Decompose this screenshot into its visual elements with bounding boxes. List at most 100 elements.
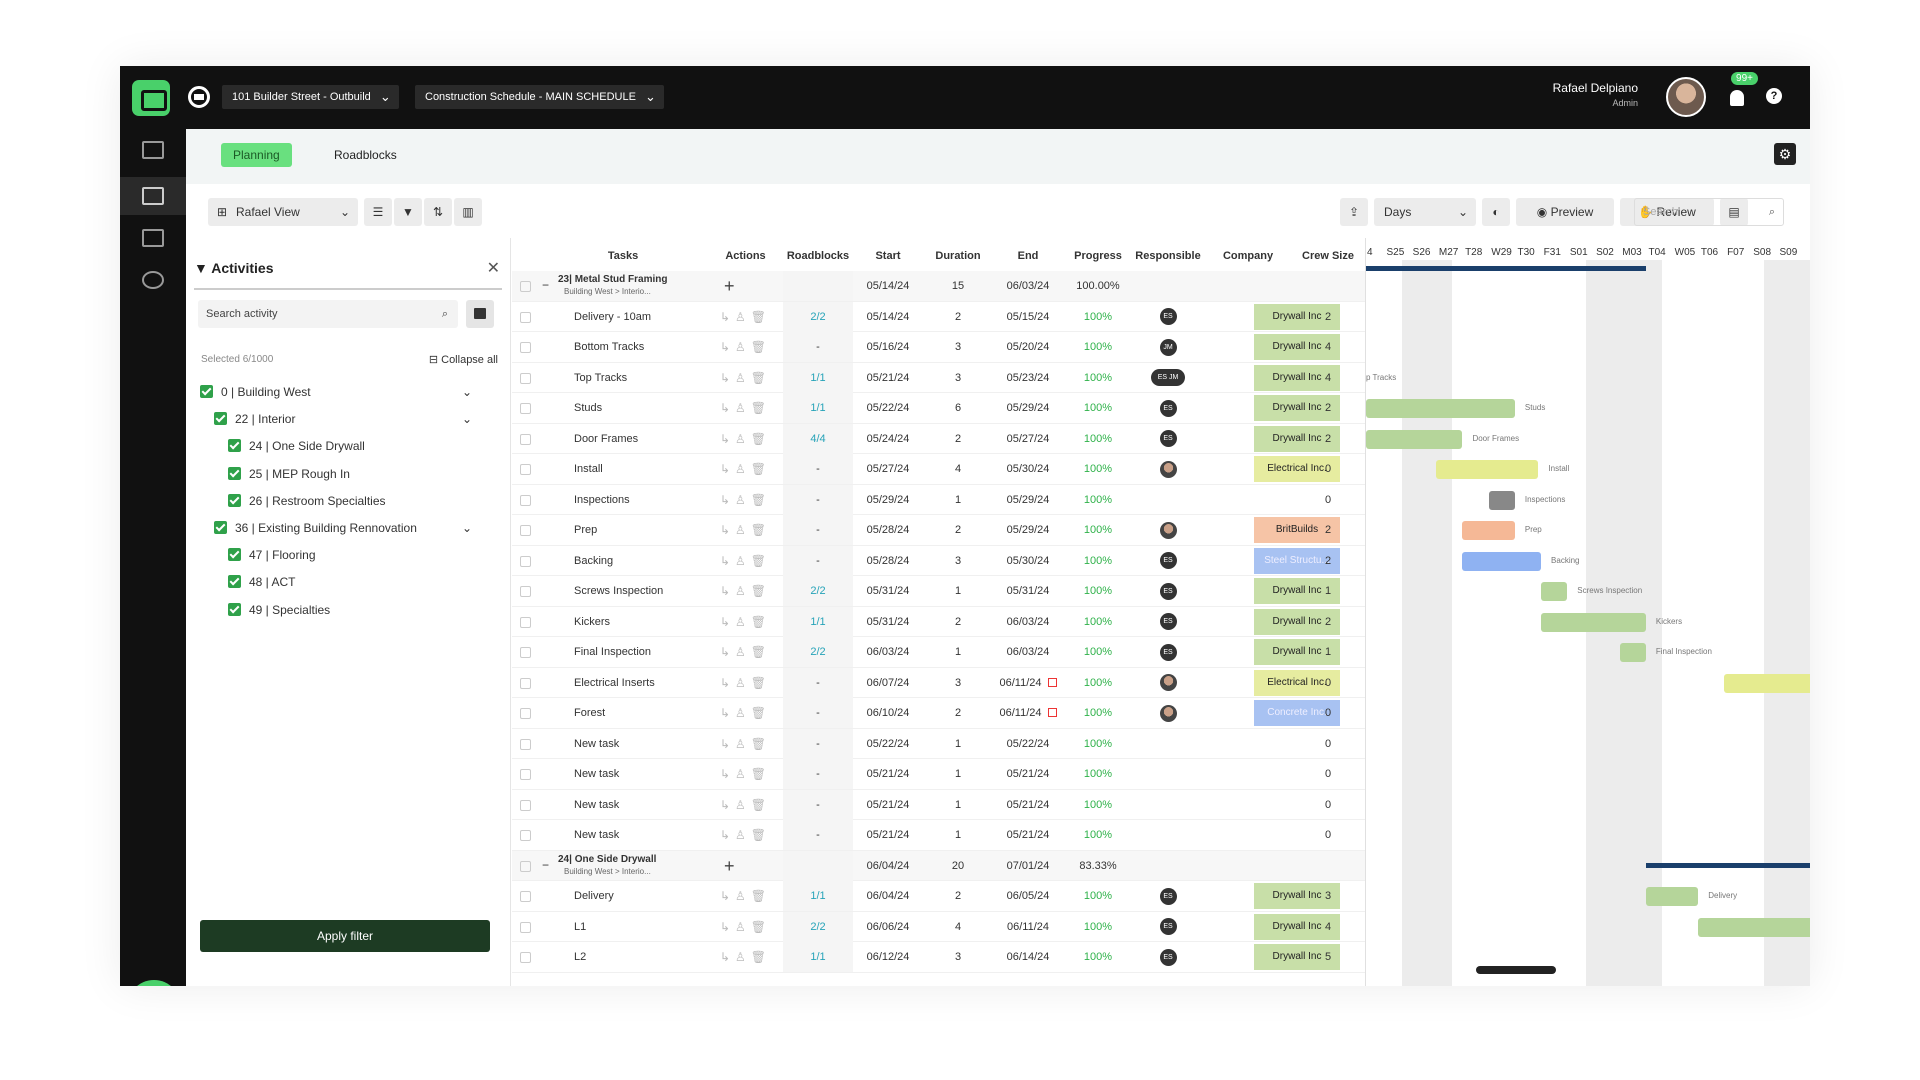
assign-icon[interactable]: ♙: [735, 675, 751, 690]
crew-size[interactable]: 0: [1324, 463, 1332, 475]
link-icon[interactable]: ↳: [719, 401, 736, 415]
collapse-all-button[interactable]: ⊟ Collapse all: [429, 353, 498, 366]
end-date[interactable]: 05/29/24: [993, 515, 1063, 545]
progress[interactable]: 100%: [1083, 371, 1113, 384]
trash-icon[interactable]: 🗑: [750, 675, 772, 690]
add-task-icon[interactable]: +: [724, 855, 735, 876]
table-row[interactable]: Backing ↳♙🗑 -05/28/24 3 05/30/24 100% ES Steel …: [512, 545, 1365, 576]
trash-icon[interactable]: 🗑: [750, 919, 772, 934]
row-checkbox[interactable]: [520, 952, 531, 963]
responsible[interactable]: ES: [1133, 546, 1203, 576]
crew-size[interactable]: 2: [1324, 402, 1332, 414]
row-checkbox[interactable]: [520, 311, 531, 323]
gear-icon[interactable]: ⚙: [1774, 143, 1796, 165]
roadblocks-cell[interactable]: 2/2: [783, 576, 853, 606]
collapse-group-icon[interactable]: −: [542, 857, 550, 872]
end-date[interactable]: 05/27/24: [993, 424, 1063, 454]
tree-item[interactable]: 36 | Existing Building Rennovation ⌄: [214, 519, 486, 537]
progress[interactable]: 100%: [1083, 585, 1113, 597]
crew-size[interactable]: 2: [1324, 432, 1332, 445]
progress[interactable]: 100%: [1083, 615, 1113, 628]
progress[interactable]: 100%: [1083, 798, 1113, 811]
progress[interactable]: 100%: [1083, 768, 1113, 780]
crew-size[interactable]: 0: [1324, 768, 1332, 780]
table-row[interactable]: L1 ↳♙🗑 2/2 06/06/24 4 06/11/24 100% ES Drywall I…: [512, 911, 1365, 942]
task-name[interactable]: Kickers: [574, 615, 611, 628]
start-date[interactable]: 05/31/24: [866, 615, 910, 628]
start-date[interactable]: 06/04/24: [866, 890, 910, 902]
company-cell[interactable]: BritBuilds: [1254, 517, 1340, 543]
table-row[interactable]: Door Frames ↳♙🗑 4/4 05/24/24 2 05/27/24 100% ES…: [512, 423, 1365, 454]
crew-size[interactable]: 0: [1324, 707, 1332, 719]
trash-icon[interactable]: 🗑: [750, 492, 772, 507]
trash-icon[interactable]: 🗑: [750, 828, 772, 842]
responsible[interactable]: ES: [1133, 424, 1203, 454]
row-checkbox[interactable]: [520, 647, 531, 658]
progress[interactable]: 100%: [1083, 829, 1113, 841]
responsible[interactable]: ES: [1133, 881, 1203, 911]
start-date[interactable]: 05/21/24: [866, 371, 910, 384]
start-date[interactable]: 05/14/24: [866, 280, 910, 292]
row-checkbox[interactable]: [520, 586, 531, 597]
table-row[interactable]: Delivery - 10am ↳♙🗑 2/2 05/14/24 2 05/15/24 10…: [512, 301, 1365, 332]
close-icon[interactable]: ✕: [486, 260, 500, 277]
start-date[interactable]: 05/16/24: [866, 341, 910, 353]
gantt-bar[interactable]: [1645, 887, 1699, 906]
company-cell[interactable]: Drywall Inc: [1254, 883, 1340, 909]
end-date[interactable]: 05/21/24: [993, 759, 1063, 789]
analytics-icon[interactable]: [142, 271, 164, 289]
task-name[interactable]: L1: [574, 920, 587, 933]
sort-icon[interactable]: ⇅: [424, 198, 452, 226]
trash-icon[interactable]: 🗑: [750, 736, 772, 751]
end-date[interactable]: 06/14/24: [993, 942, 1063, 972]
assign-icon[interactable]: ♙: [735, 401, 751, 415]
progress[interactable]: 100%: [1083, 951, 1113, 963]
column-header[interactable]: End: [1017, 250, 1039, 262]
task-name[interactable]: Forest: [574, 707, 606, 719]
progress[interactable]: 100%: [1083, 432, 1113, 445]
responsible[interactable]: [1133, 820, 1203, 850]
column-header[interactable]: Tasks: [607, 250, 639, 262]
roadblocks-cell[interactable]: -: [783, 789, 853, 820]
chat-button[interactable]: [127, 980, 181, 986]
row-checkbox[interactable]: [520, 616, 531, 628]
responsible[interactable]: ES JM: [1133, 363, 1203, 393]
checkbox[interactable]: [228, 575, 241, 589]
gantt-bar[interactable]: [1366, 399, 1515, 418]
duration[interactable]: 2: [954, 615, 962, 628]
link-icon[interactable]: ↳: [719, 523, 736, 537]
tab-roadblocks[interactable]: Roadblocks: [334, 148, 397, 162]
trash-icon[interactable]: 🗑: [750, 370, 772, 385]
end-date[interactable]: 05/21/24: [993, 790, 1063, 820]
responsible[interactable]: [1133, 515, 1203, 545]
column-header[interactable]: Progress: [1074, 250, 1122, 262]
row-checkbox[interactable]: [520, 342, 531, 353]
company-cell[interactable]: Drywall Inc: [1254, 425, 1340, 452]
start-date[interactable]: 06/03/24: [866, 646, 910, 658]
responsible[interactable]: [1133, 790, 1203, 820]
roadblocks-cell[interactable]: 2/2: [783, 911, 853, 942]
end-date[interactable]: 05/21/24: [993, 820, 1063, 850]
link-icon[interactable]: ↳: [719, 675, 736, 690]
roadblocks-cell[interactable]: -: [783, 515, 853, 545]
responsible[interactable]: ES: [1133, 942, 1203, 972]
trash-icon[interactable]: 🗑: [750, 401, 772, 415]
crew-size[interactable]: 1: [1324, 585, 1332, 597]
company-cell[interactable]: Drywall Inc: [1254, 913, 1340, 940]
crew-size[interactable]: 0: [1324, 493, 1332, 506]
end-date[interactable]: 05/30/24: [993, 454, 1063, 484]
schedule-icon[interactable]: [142, 187, 164, 205]
assign-icon[interactable]: ♙: [735, 431, 751, 446]
table-row[interactable]: New task ↳♙🗑 -05/21/24 1 05/21/24 100% 0: [512, 820, 1365, 851]
bell-icon[interactable]: [1730, 90, 1744, 106]
duration[interactable]: 3: [954, 341, 962, 353]
tree-item[interactable]: 48 | ACT: [228, 573, 486, 591]
responsible[interactable]: ES: [1133, 637, 1203, 667]
crew-size[interactable]: 3: [1324, 890, 1332, 902]
roadblocks-cell[interactable]: 1/1: [783, 393, 853, 423]
crew-size[interactable]: 4: [1324, 920, 1332, 933]
warning-flag-icon[interactable]: [1047, 677, 1057, 687]
table-row[interactable]: New task ↳♙🗑 -05/21/24 1 05/21/24 100% 0: [512, 789, 1365, 820]
duration[interactable]: 3: [954, 554, 962, 567]
task-name[interactable]: Door Frames: [574, 432, 639, 445]
